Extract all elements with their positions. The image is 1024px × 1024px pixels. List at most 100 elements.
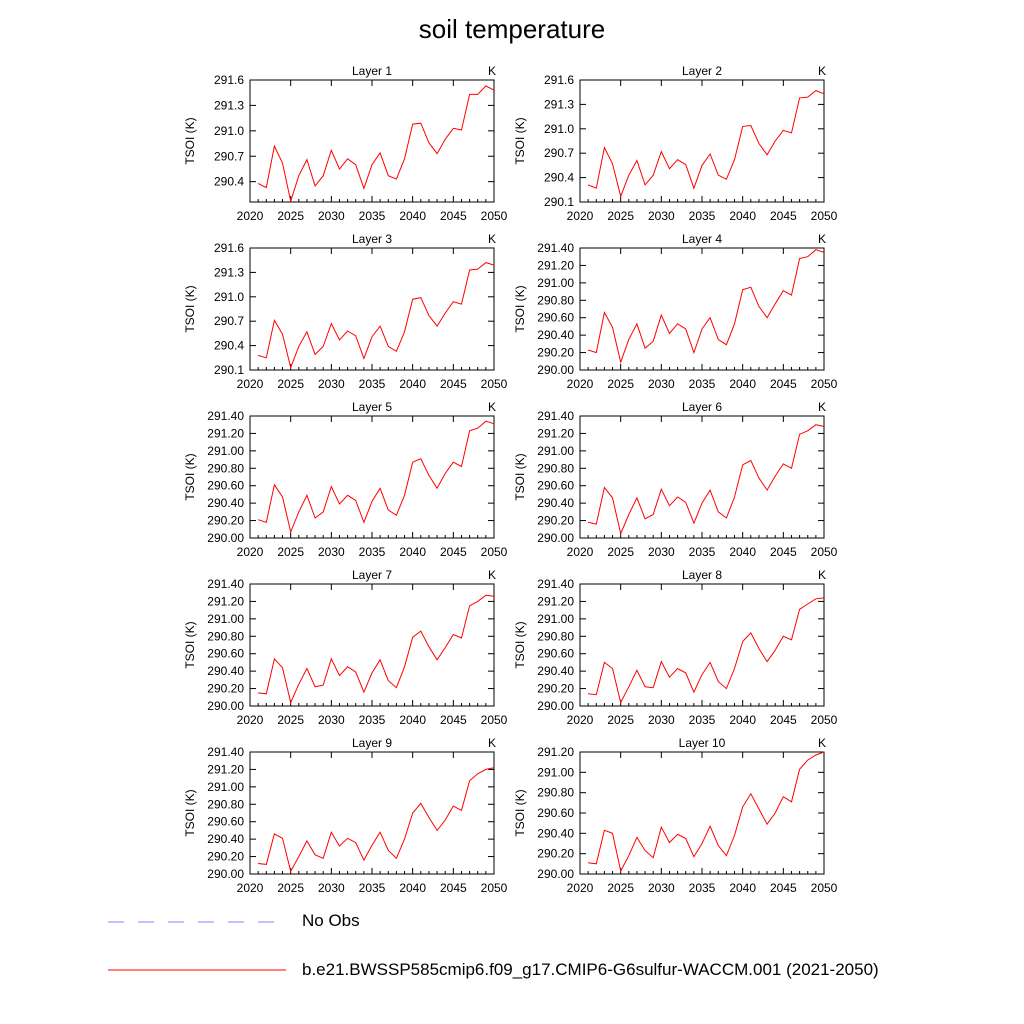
panel-2-ytick-label: 290.4 [544, 171, 574, 185]
panel-1-xtick-label: 2040 [399, 209, 426, 223]
panel-1-xtick-label: 2035 [359, 209, 386, 223]
panel-10-xtick-label: 2050 [811, 881, 838, 895]
panel-2-ytick-label: 290.7 [544, 146, 574, 160]
panel-10-ytick-label: 290.60 [537, 806, 574, 820]
panel-10-xtick-label: 2020 [567, 881, 594, 895]
panel-8-ytick-label: 291.40 [537, 577, 574, 591]
panel-9-title: Layer 9 [352, 736, 392, 750]
panel-6-series-line [587, 424, 825, 536]
panel-9-xtick-label: 2045 [440, 881, 467, 895]
panel-7-frame [249, 583, 495, 707]
panel-5-ytick-label: 290.20 [207, 514, 244, 528]
panel-7-ytick-label: 290.00 [207, 699, 244, 713]
panel-9-xtick-label: 2025 [277, 881, 304, 895]
panel-1-xtick-label: 2030 [318, 209, 345, 223]
panel-10-ytick-label: 290.00 [537, 867, 574, 881]
panel-2-ytick-label: 291.0 [544, 122, 574, 136]
panel-10-ylabel: TSOI (K) [513, 789, 527, 836]
panel-8-frame [579, 583, 825, 707]
panel-5-xtick-label: 2040 [399, 545, 426, 559]
panel-8-xtick-label: 2030 [648, 713, 675, 727]
panel-8-xtick-label: 2040 [729, 713, 756, 727]
panel-5-xtick-label: 2020 [237, 545, 264, 559]
panel-3-xtick-label: 2030 [318, 377, 345, 391]
panel-4-xtick-label: 2045 [770, 377, 797, 391]
panel-5-xtick-label: 2045 [440, 545, 467, 559]
legend-obs-line [108, 921, 276, 923]
panel-10-xtick-label: 2045 [770, 881, 797, 895]
panel-4-frame [579, 247, 825, 371]
panel-3-xtick-label: 2050 [481, 377, 508, 391]
panel-3-xtick-label: 2040 [399, 377, 426, 391]
panel-9-units-label: K [488, 736, 496, 750]
panel-1-xtick-label: 2025 [277, 209, 304, 223]
panel-4-xtick-label: 2050 [811, 377, 838, 391]
panel-10-series-line [588, 751, 825, 873]
panel-4-units-label: K [818, 232, 826, 246]
panel-6-xtick-label: 2050 [811, 545, 838, 559]
panel-10-ytick-label: 290.80 [537, 786, 574, 800]
panel-7-xtick-label: 2040 [399, 713, 426, 727]
panel-7-units-label: K [488, 568, 496, 582]
panel-3-ytick-label: 290.4 [214, 339, 244, 353]
panel-9-xtick-label: 2030 [318, 881, 345, 895]
panel-7-xtick-label: 2030 [318, 713, 345, 727]
panel-6-ytick-label: 290.80 [537, 461, 574, 475]
panel-2-ytick-label: 291.6 [544, 73, 574, 87]
panel-9-xtick-label: 2020 [237, 881, 264, 895]
panel-1-xtick-label: 2045 [440, 209, 467, 223]
panel-10-ytick-label: 290.40 [537, 826, 574, 840]
panel-8-xtick-label: 2045 [770, 713, 797, 727]
panel-1-xtick-label: 2050 [481, 209, 508, 223]
panel-2-frame [579, 79, 825, 203]
panel-9-series-line [258, 767, 495, 873]
panel-1-ytick-label: 291.3 [214, 98, 244, 112]
panel-4-series-line [587, 249, 825, 364]
panel-6-xtick-label: 2045 [770, 545, 797, 559]
panel-4-ytick-label: 290.80 [537, 293, 574, 307]
panel-3-xtick-label: 2025 [277, 377, 304, 391]
panel-6-xtick-label: 2035 [689, 545, 716, 559]
panel-7-title: Layer 7 [352, 568, 392, 582]
panel-6-xtick-label: 2030 [648, 545, 675, 559]
panel-8-xtick-label: 2025 [607, 713, 634, 727]
panel-4-ytick-label: 290.40 [537, 328, 574, 342]
panel-4-ylabel: TSOI (K) [513, 285, 527, 332]
panel-8-series-line [588, 597, 825, 704]
panel-2-xtick-label: 2020 [567, 209, 594, 223]
panel-9-ytick-label: 291.00 [207, 780, 244, 794]
panel-3-ytick-label: 290.1 [214, 363, 244, 377]
legend-obs-label: No Obs [302, 911, 360, 930]
panel-2-xtick-label: 2025 [607, 209, 634, 223]
panel-5-xtick-label: 2035 [359, 545, 386, 559]
panel-10-ytick-label: 291.20 [537, 745, 574, 759]
panel-7-ytick-label: 290.40 [207, 664, 244, 678]
panel-6-ytick-label: 291.20 [537, 426, 574, 440]
panel-8-ytick-label: 291.20 [537, 594, 574, 608]
panel-6-ytick-label: 290.40 [537, 496, 574, 510]
panel-3-units-label: K [488, 232, 496, 246]
panel-6-title: Layer 6 [682, 400, 722, 414]
panel-1-ytick-label: 290.4 [214, 175, 244, 189]
panel-2-ytick-label: 291.3 [544, 97, 574, 111]
panel-9-ytick-label: 290.00 [207, 867, 244, 881]
panel-3-title: Layer 3 [352, 232, 392, 246]
panel-5-ytick-label: 291.00 [207, 444, 244, 458]
legend-series-label: b.e21.BWSSP585cmip6.f09_g17.CMIP6-G6sulf… [302, 960, 879, 979]
panel-5-ylabel: TSOI (K) [183, 453, 197, 500]
panel-7-ytick-label: 291.20 [207, 594, 244, 608]
panel-10-units-label: K [818, 736, 826, 750]
panel-5-ytick-label: 291.40 [207, 409, 244, 423]
panel-9-ytick-label: 290.20 [207, 850, 244, 864]
panel-1-xtick-label: 2020 [237, 209, 264, 223]
panel-3-xtick-label: 2020 [237, 377, 264, 391]
panel-1-ytick-label: 291.0 [214, 124, 244, 138]
panel-9-xtick-label: 2040 [399, 881, 426, 895]
panel-7-ytick-label: 291.00 [207, 612, 244, 626]
panel-4-xtick-label: 2020 [567, 377, 594, 391]
panel-3-xtick-label: 2035 [359, 377, 386, 391]
panel-4-ytick-label: 290.20 [537, 346, 574, 360]
panel-10-xtick-label: 2025 [607, 881, 634, 895]
panel-2-ytick-label: 290.1 [544, 195, 574, 209]
